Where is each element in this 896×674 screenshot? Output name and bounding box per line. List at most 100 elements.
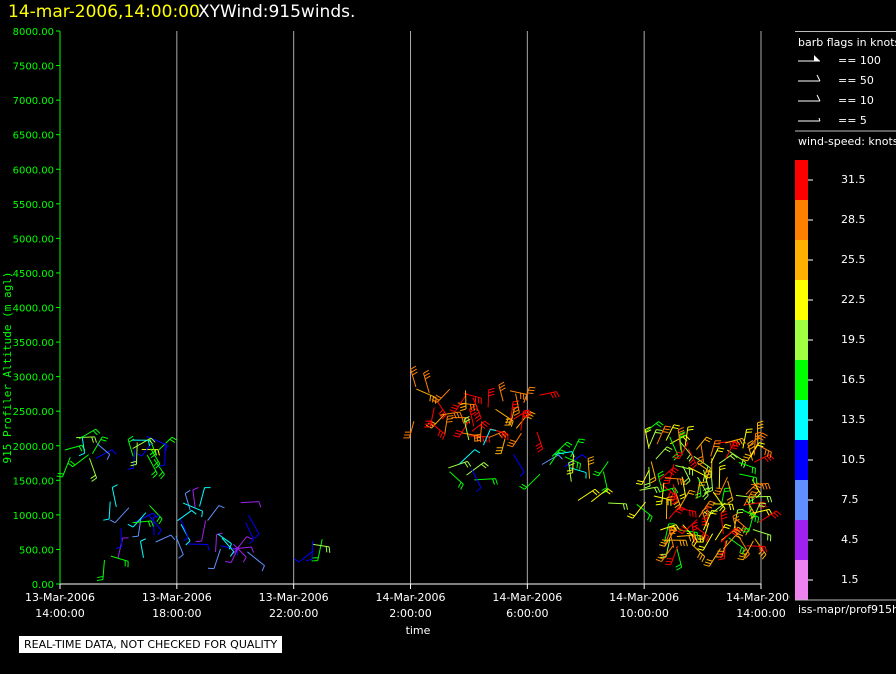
wind-barb-flag — [592, 473, 599, 477]
wind-barb-flag — [758, 442, 765, 445]
speed-legend-label: 10.5 — [841, 453, 866, 466]
wind-barb-flag — [760, 502, 767, 505]
wind-barb-flag — [707, 503, 714, 506]
wind-barb-staff — [474, 478, 496, 481]
wind-barb-flag — [755, 437, 762, 440]
plot-date-title: 14-mar-2006,14:00:00 — [8, 2, 200, 22]
wind-barb-staff — [134, 512, 154, 523]
wind-barb-staff — [710, 470, 714, 491]
wind-barb-staff — [139, 541, 144, 558]
wind-barb-flag — [95, 428, 101, 434]
wind-barb-flag — [467, 461, 472, 467]
wind-barb-staff — [679, 490, 690, 508]
wind-barb-flag — [242, 556, 247, 563]
wind-barb-flag — [156, 516, 161, 523]
wind-barb-flag — [643, 482, 650, 486]
wind-barb-flag — [127, 467, 134, 470]
wind-barb-staff — [240, 501, 259, 504]
wind-barb-staff — [551, 441, 568, 457]
wind-barb-staff — [727, 480, 734, 501]
wind-barb-flag — [452, 404, 459, 408]
wind-barb-flag — [658, 473, 665, 478]
wind-barb-staff — [146, 436, 167, 446]
wind-barb-flag — [592, 490, 598, 496]
wind-barb-flag — [476, 487, 482, 493]
wind-barb-flag — [664, 425, 671, 428]
wind-barb-flag — [218, 505, 225, 509]
barb-legend-title: barb flags in knots — [798, 36, 896, 49]
wind-barb-flag — [690, 461, 696, 467]
wind-barb-staff — [632, 501, 646, 519]
wind-barb-flag — [576, 462, 579, 469]
wind-barb-flag — [758, 546, 762, 553]
wind-barb-flag — [130, 460, 137, 464]
wind-barb-flag — [522, 415, 529, 418]
wind-barb-flag — [185, 540, 191, 546]
wind-barb-flag — [762, 432, 768, 437]
wind-barb-staff — [703, 510, 713, 531]
wind-barb-flag — [453, 434, 460, 438]
wind-barb-flag — [90, 474, 96, 479]
wind-barb-flag — [165, 444, 168, 451]
wind-barb-flag — [655, 503, 662, 506]
wind-barb-flag — [733, 515, 740, 520]
wind-barb-flag — [695, 495, 702, 499]
wind-barb-flag — [764, 546, 768, 553]
wind-barb-flag — [523, 409, 530, 412]
wind-barb-flag — [527, 413, 534, 417]
speed-color-swatch — [795, 320, 808, 360]
wind-barb-flag — [472, 404, 475, 411]
wind-barb-flag — [250, 546, 255, 553]
wind-barb-flag — [78, 445, 83, 452]
wind-barb-flag — [158, 518, 163, 525]
wind-barb-flag — [655, 500, 663, 503]
wind-barb-flag — [594, 488, 600, 494]
wind-barb-flag — [676, 451, 683, 454]
wind-barb-staff — [568, 462, 572, 482]
wind-barb-flag — [92, 430, 98, 436]
wind-barb-flag — [579, 438, 586, 441]
wind-barb-staff — [577, 488, 596, 501]
wind-barb-flag — [228, 543, 232, 550]
wind-barb-flag — [513, 409, 520, 413]
wind-barb-flag — [654, 487, 658, 494]
wind-barb-flag — [689, 489, 696, 493]
wind-barb-flag — [688, 459, 695, 464]
wind-barb-staff — [710, 440, 716, 457]
wind-barb-flag — [705, 536, 709, 543]
wind-barb-staff — [463, 419, 470, 441]
wind-barb-flag — [678, 432, 685, 437]
wind-barb-flag — [692, 527, 699, 531]
wind-barb-flag — [672, 427, 679, 430]
wind-barb-flag — [725, 523, 732, 527]
wind-barb-staff — [668, 505, 680, 520]
wind-barb-staff — [650, 461, 657, 481]
wind-barb-flag — [664, 563, 671, 566]
wind-barb-staff — [644, 429, 650, 449]
wind-barb-flag — [499, 384, 506, 389]
wind-barb-staff — [177, 510, 192, 522]
wind-barb-flag — [706, 436, 713, 441]
speed-color-swatch — [795, 520, 808, 560]
wind-barb-flag — [718, 558, 725, 561]
wind-barb-flag — [733, 529, 739, 534]
wind-barb-flag — [524, 411, 530, 417]
y-tick-label: 3500.00 — [13, 338, 54, 349]
y-tick-label: 8000.00 — [13, 27, 54, 38]
wind-barb-flag — [664, 448, 671, 453]
barb-legend-100: == 100 — [838, 54, 881, 67]
wind-barb-flag — [328, 546, 331, 553]
wind-barb-flag — [431, 399, 438, 403]
wind-barb-staff — [120, 528, 123, 547]
wind-barb-flag — [536, 445, 542, 450]
wind-barb-flag — [102, 436, 109, 439]
speed-legend-label: 7.5 — [841, 493, 859, 506]
wind-barb-flag — [254, 533, 260, 539]
wind-barb-flag — [706, 505, 713, 509]
y-tick-label: 1500.00 — [13, 476, 54, 487]
wind-barb-flag — [678, 429, 685, 434]
wind-barb-flag — [635, 482, 642, 486]
wind-barb-flag — [697, 459, 704, 463]
wind-barb-flag — [523, 412, 530, 415]
wind-barb-flag — [588, 459, 595, 463]
